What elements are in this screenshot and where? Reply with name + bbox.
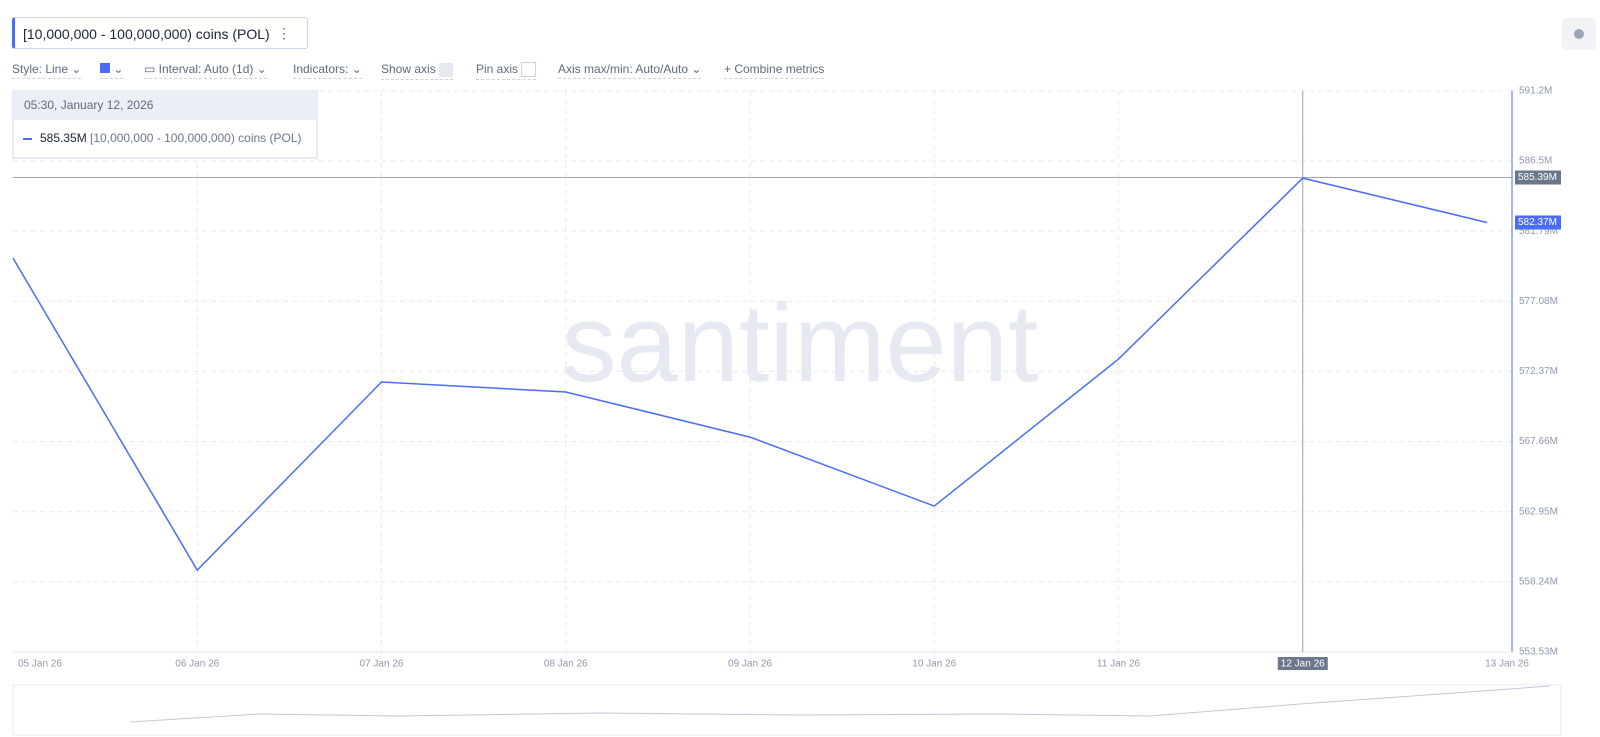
metric-label: [10,000,000 - 100,000,000) coins (POL): [23, 26, 270, 42]
value-label: 582.37M: [1518, 217, 1557, 228]
y-tick-label: 553.53M: [1519, 647, 1558, 658]
show-axis-label: Show axis: [381, 62, 436, 76]
navigator[interactable]: [12, 684, 1562, 736]
y-tick-label: 586.5M: [1519, 156, 1552, 167]
indicators-select[interactable]: Indicators: ⌄: [293, 62, 362, 79]
color-select[interactable]: ⌄: [100, 62, 124, 79]
menu-icon[interactable]: ⋮: [277, 25, 291, 41]
y-tick-label: 577.08M: [1519, 296, 1558, 307]
tooltip-series: [10,000,000 - 100,000,000) coins (POL): [90, 131, 301, 145]
watermark: santiment: [562, 282, 1039, 405]
axis-maxmin-select[interactable]: Axis max/min: Auto/Auto ⌄: [558, 62, 702, 79]
x-tick-label: 09 Jan 26: [728, 659, 772, 670]
y-tick-label: 567.66M: [1519, 436, 1558, 447]
combine-button[interactable]: + Combine metrics: [724, 62, 825, 79]
tooltip-number: 585.35M: [40, 131, 87, 145]
indicators-label: Indicators:: [293, 62, 349, 76]
combine-label: Combine metrics: [734, 62, 825, 76]
tooltip-value: 585.35M [10,000,000 - 100,000,000) coins…: [40, 131, 302, 145]
x-tick-label: 05 Jan 26: [18, 659, 62, 670]
axis-maxmin-label: Axis max/min: Auto/Auto: [558, 62, 689, 76]
x-tick-label: 12 Jan 26: [1281, 659, 1325, 670]
show-axis-toggle[interactable]: Show axis: [381, 62, 454, 80]
style-label: Style: Line: [12, 62, 69, 76]
tooltip-header: [14, 92, 316, 120]
y-tick-label: 581.79M: [1519, 226, 1558, 237]
y-tick-label: 558.24M: [1519, 576, 1558, 587]
x-tick-label: 08 Jan 26: [544, 659, 588, 670]
interval-label: Interval: Auto (1d): [158, 62, 254, 76]
pin-axis-label: Pin axis: [476, 62, 519, 76]
x-tick-label: 10 Jan 26: [912, 659, 956, 670]
color-swatch: [100, 63, 110, 73]
dot: [1574, 29, 1584, 39]
style-select[interactable]: Style: Line ⌄: [12, 62, 82, 79]
x-tick-label: 07 Jan 26: [360, 659, 404, 670]
tooltip: 05:30, January 12, 2026 585.35M [10,000,…: [12, 90, 318, 159]
navigator-line: [129, 685, 1551, 723]
settings-button[interactable]: [1562, 18, 1596, 50]
metric-chip[interactable]: [10,000,000 - 100,000,000) coins (POL) ⋮: [12, 17, 308, 49]
y-tick-label: 562.95M: [1519, 506, 1558, 517]
crosshair-label-box: [1515, 170, 1561, 185]
y-tick-label: 591.2M: [1519, 86, 1552, 97]
x-tick-label: 11 Jan 26: [1097, 659, 1141, 670]
pin-axis-toggle[interactable]: Pin axis: [476, 62, 537, 81]
x-tick-label: 06 Jan 26: [175, 659, 219, 670]
series-line: [12, 177, 1488, 572]
crosshair-label: 585.39M: [1518, 172, 1557, 183]
checkbox: [439, 62, 454, 77]
checkbox: [521, 62, 537, 78]
y-tick-label: 572.37M: [1519, 366, 1558, 377]
tooltip-time: 05:30, January 12, 2026: [24, 98, 154, 112]
x-highlight-box: [1277, 657, 1328, 670]
value-label-box: [1515, 215, 1561, 230]
interval-select[interactable]: ▭ Interval: Auto (1d) ⌄: [144, 62, 267, 79]
x-tick-label: 13 Jan 26: [1485, 659, 1529, 670]
